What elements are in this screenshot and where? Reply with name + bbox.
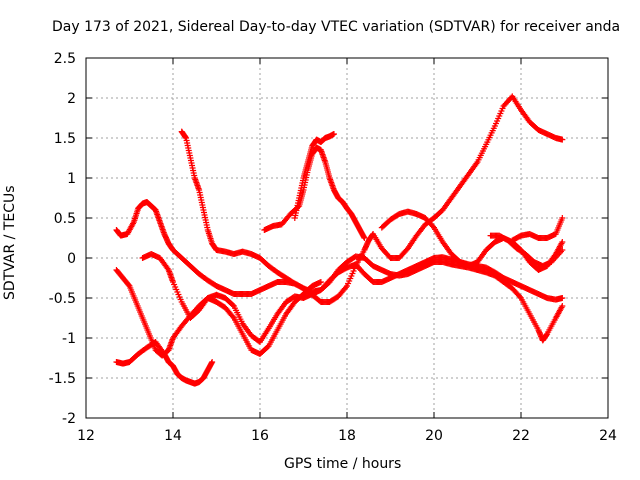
series-track-5 xyxy=(261,144,368,241)
data-point-marker xyxy=(342,284,349,291)
y-tick-label: 1.5 xyxy=(54,131,76,147)
x-tick-label: 20 xyxy=(425,428,443,444)
chart-title: Day 173 of 2021, Sidereal Day-to-day VTE… xyxy=(52,19,621,35)
data-point-marker xyxy=(559,295,566,301)
data-point-marker xyxy=(361,235,368,241)
data-point-marker xyxy=(229,302,236,308)
x-tick-label: 24 xyxy=(599,428,617,444)
x-tick-label: 14 xyxy=(164,428,182,444)
y-tick-label: 2.5 xyxy=(54,51,76,67)
data-series xyxy=(113,93,566,387)
data-point-marker xyxy=(559,136,566,143)
series-track-9 xyxy=(509,215,566,244)
data-point-marker xyxy=(317,279,324,285)
series-track-3 xyxy=(178,128,566,344)
data-point-marker xyxy=(559,239,566,245)
y-tick-label: -0.5 xyxy=(49,291,76,307)
data-point-marker xyxy=(330,131,337,137)
series-track-7 xyxy=(139,251,324,357)
series-track-6 xyxy=(291,131,337,221)
x-axis-label: GPS time / hours xyxy=(284,456,402,472)
y-tick-label: -2 xyxy=(62,411,76,427)
series-track-4 xyxy=(113,339,216,387)
x-tick-label: 22 xyxy=(512,428,530,444)
y-axis-label: SDTVAR / TECUs xyxy=(2,185,18,300)
data-point-marker xyxy=(516,293,523,300)
data-point-marker xyxy=(209,359,216,365)
axis-ticks: 12 14 16 18 20 22 24 -2 -1.5 -1 -0.5 0 0.5 1 1.5 2 2.5 xyxy=(49,51,617,444)
x-tick-label: 12 xyxy=(77,428,95,444)
x-tick-label: 18 xyxy=(338,428,356,444)
data-point-marker xyxy=(229,313,236,320)
y-tick-label: 1 xyxy=(67,171,76,187)
y-tick-label: 0 xyxy=(67,251,76,267)
series-track-10 xyxy=(378,208,566,273)
y-tick-label: -1 xyxy=(62,331,76,347)
data-point-marker xyxy=(559,215,566,221)
x-tick-label: 16 xyxy=(251,428,269,444)
y-tick-label: 0.5 xyxy=(54,211,76,227)
y-tick-label: 2 xyxy=(67,91,76,107)
data-point-marker xyxy=(559,303,566,309)
y-tick-label: -1.5 xyxy=(49,371,76,387)
